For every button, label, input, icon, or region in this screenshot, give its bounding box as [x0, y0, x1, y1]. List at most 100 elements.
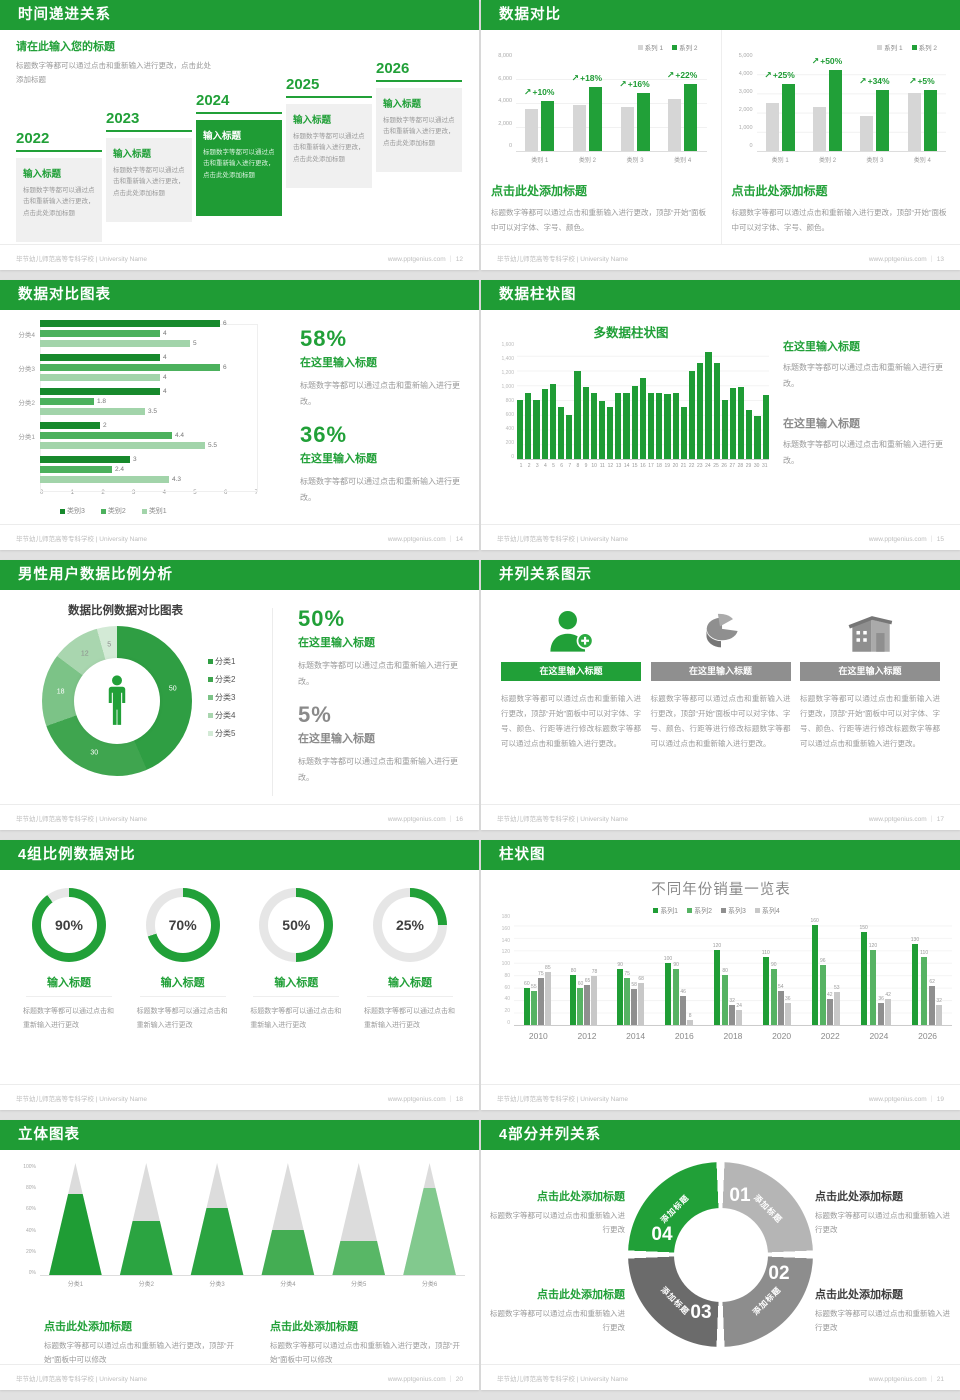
x-tick: 19	[664, 463, 671, 469]
bar	[713, 950, 720, 1025]
chart-legend: 类别3 类别2 类别1	[60, 506, 290, 516]
slide-daily-columns[interactable]: 数据柱状图 多数据柱状图 1,600 1,400 1,200 1,000 800 600 4…	[481, 280, 960, 550]
slide-content: 数据比例数据对比图表 50 30 18 12 5 分类1 分类2 分类3 分类4 分类5 50%…	[0, 590, 479, 804]
x-tick: 7	[254, 490, 258, 496]
bar-wrap: 110	[920, 950, 928, 1025]
legend-swatch-icon	[653, 908, 659, 913]
slide-parallel-relations[interactable]: 并列关系图示 在这里输入标题 标题数字等都可以通过点击和重新输入进行更改，顶部“…	[481, 560, 960, 830]
bar-wrap: 60	[523, 981, 530, 1025]
intro-title: 请在此输入您的标题	[16, 41, 115, 53]
timeline-card-title: 输入标题	[113, 149, 152, 160]
bar-wrap: 80	[722, 968, 729, 1025]
chart-legend: 系列 1 系列 2	[877, 42, 946, 52]
x-tick: 类别 4	[674, 158, 692, 164]
chart-title: 不同年份销量一览表	[651, 882, 791, 898]
caption-body: 标题数字等都可以通过点击和重新输入进行更改，顶部“开始”面板中可以修改	[44, 1341, 234, 1365]
bar-wrap: 90	[617, 962, 624, 1025]
x-tick: 7	[568, 463, 572, 469]
growth-arrow-icon: ↗	[571, 73, 580, 84]
segment-value-label: 5	[107, 641, 112, 649]
footer-site-page: www.pptgenius.com ｜ 21	[868, 1375, 944, 1383]
value-label: 62	[929, 979, 935, 986]
slide-ratio-gauges[interactable]: 4组比例数据对比 90% 输入标题 标题数字等都可以通过点击和重新输入进行更改 …	[0, 840, 479, 1110]
donut-chart: 50 30 18 12 5	[42, 626, 192, 776]
slide-cone-chart[interactable]: 立体图表 100% 80% 60% 40% 20% 0% 分类1 分类2 分类3 分类4 分类5 分…	[0, 1120, 479, 1390]
slide-ring-4-parts[interactable]: 4部分并列关系 01 02 03 04 添加标题 添加标题 添加标题 添加标题 …	[481, 1120, 960, 1390]
footer-school: 毕节幼儿师范高等专科学校 | University Name	[497, 1375, 628, 1383]
slide-footer: 毕节幼儿师范高等专科学校 | University Name www.pptge…	[0, 1084, 479, 1110]
bar-group: 130 110 62 32	[911, 937, 943, 1025]
timeline-card-body: 标题数字等都可以通过点击和重新输入进行更改，点击此处添加标题	[383, 117, 455, 147]
bar-group: 110 90 54 36	[762, 950, 791, 1025]
bar-wrap: 8	[687, 1013, 694, 1025]
timeline-item-2024: 2024 输入标题 标题数字等都可以通过点击和重新输入进行更改，点击此处添加标题	[196, 92, 282, 216]
chart-legend: 系列 1 系列 2	[637, 42, 707, 52]
slide-compare-hbar[interactable]: 数据对比图表 分类4 6 4 5 分类3 4 6 4 分类2 4 1.8 3.5 分类1 2 4.4 5.5 3…	[0, 280, 479, 550]
bar	[591, 976, 598, 1025]
footer-school: 毕节幼儿师范高等专科学校 | University Name	[497, 815, 628, 823]
series1-bar	[907, 93, 921, 151]
segment-value-label: 12	[80, 650, 89, 658]
footer-site-page: www.pptgenius.com ｜ 13	[868, 255, 944, 263]
legend-item: 类别1	[141, 506, 167, 516]
slide-content: 01 02 03 04 添加标题 添加标题 添加标题 添加标题 点击此处添加标题…	[481, 1150, 960, 1364]
bar	[582, 386, 589, 459]
legend-swatch-icon	[754, 908, 760, 913]
bar	[673, 969, 680, 1025]
slide-time-progression[interactable]: 时间递进关系 请在此输入您的标题 标题数字等都可以通过点击和重新输入进行更改，点…	[0, 0, 479, 270]
y-tick: 0%	[28, 1269, 36, 1276]
slide-data-compare[interactable]: 数据对比 系列 1 系列 2 8,000 6,000 4,000 2,000 0 ↗+10%…	[481, 0, 960, 270]
value-label: 100	[663, 955, 673, 962]
bar	[784, 1002, 791, 1025]
x-tick: 2	[527, 463, 531, 469]
divider	[253, 996, 340, 997]
cone-shape	[119, 1163, 173, 1275]
category-label: 分类1	[18, 433, 35, 441]
bar	[680, 407, 687, 459]
nurse-add-icon	[501, 604, 641, 662]
y-tick: 1,400	[501, 356, 514, 362]
footer-site-page: www.pptgenius.com ｜ 15	[868, 535, 944, 543]
divider	[106, 130, 192, 132]
bar-group: 3 2.4 4.3	[12, 456, 290, 483]
legend-swatch-icon	[141, 508, 147, 514]
slide-yearly-sales[interactable]: 柱状图 不同年份销量一览表 系列1 系列2 系列3 系列4 180 160 140 120 1…	[481, 840, 960, 1110]
slide-footer: 毕节幼儿师范高等专科学校 | University Name www.pptge…	[481, 804, 960, 830]
slide-male-ratio[interactable]: 男性用户数据比例分析 数据比例数据对比图表 50 30 18 12 5 分类1 分类2 分类…	[0, 560, 479, 830]
caption-body: 标题数字等都可以通过点击和重新输入进行更改，顶部“开始”面板中可以对字体、字号、…	[491, 208, 706, 232]
timeline-item-2023: 2023 输入标题 标题数字等都可以通过点击和重新输入进行更改，点击此处添加标题	[106, 110, 192, 222]
legend-swatch-icon	[60, 508, 65, 514]
category-label: 分类1	[67, 1282, 84, 1288]
bar-group: 90 75 58 68	[617, 962, 645, 1025]
timeline-card: 输入标题 标题数字等都可以通过点击和重新输入进行更改，点击此处添加标题	[286, 104, 372, 188]
value-label: 2	[103, 422, 107, 429]
x-tick: 30	[753, 463, 760, 469]
legend-item: 系列 1	[637, 42, 663, 52]
bar-group: ↗+5%	[907, 76, 937, 151]
slide-footer: 毕节幼儿师范高等专科学校 | University Name www.pptge…	[0, 804, 479, 830]
series1-bar	[765, 103, 779, 151]
chart-legend: 系列1 系列2 系列3 系列4	[511, 900, 931, 918]
bar	[557, 407, 565, 459]
bar-wrap: 24	[736, 1003, 743, 1025]
legend-item: 系列 1	[877, 42, 903, 52]
text-block: 点击此处添加标题 标题数字等都可以通过点击和重新输入进行更改	[489, 1286, 625, 1336]
bar	[40, 354, 160, 361]
growth-label: ↗+10%	[523, 86, 555, 97]
column-title: 在这里输入标题	[650, 662, 791, 681]
bar-group: 分类1 2 4.4 5.5	[12, 422, 290, 449]
timeline-item-2026: 2026 输入标题 标题数字等都可以通过点击和重新输入进行更改，点击此处添加标题	[376, 60, 462, 172]
bar	[687, 1020, 694, 1025]
series1-bar	[813, 106, 827, 151]
x-tick: 22	[688, 463, 695, 469]
growth-label: ↗+25%	[764, 69, 795, 80]
bar	[40, 422, 100, 429]
bar-group: 分类4 6 4 5	[12, 320, 290, 347]
growth-label: ↗+5%	[908, 75, 935, 86]
value-label: 60	[577, 980, 584, 987]
bar	[885, 998, 892, 1025]
bar-wrap: 55	[530, 984, 537, 1025]
cone-shape	[49, 1163, 102, 1275]
x-axis-labels: 类别 1 类别 2 类别 3 类别 4	[516, 155, 707, 164]
series1-bar	[525, 109, 539, 151]
